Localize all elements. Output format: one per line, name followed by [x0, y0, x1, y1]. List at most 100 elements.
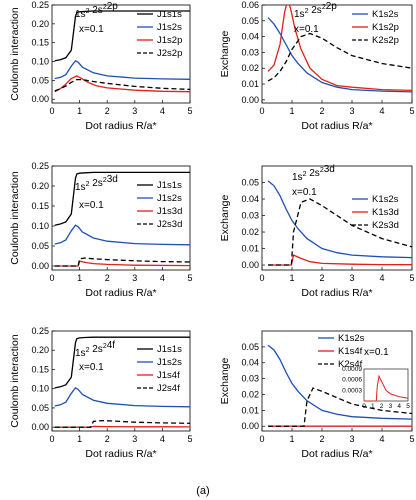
- series-line-K2s3d: [268, 198, 412, 266]
- y-tick-label: 0.05: [31, 75, 49, 85]
- y-tick-label: 0.04: [241, 194, 259, 204]
- x-tick-label: 5: [409, 434, 414, 444]
- y-tick-label: 0.00: [241, 95, 259, 105]
- x-tick-label: 3: [349, 434, 354, 444]
- inset-x-tick-label: 3: [389, 403, 393, 410]
- figure-label: (a): [196, 485, 209, 497]
- y-tick-label: 0.00: [31, 94, 49, 104]
- y-axis-label: Exchange: [219, 194, 231, 241]
- plot-frame: [261, 4, 413, 104]
- legend-label: J1s4f: [157, 370, 180, 381]
- y-tick-label: 0.00: [241, 260, 259, 270]
- x-tick-label: 0: [259, 434, 264, 444]
- y-axis-label: Coulomb interaction: [9, 171, 21, 265]
- y-tick-label: 0.10: [31, 384, 49, 394]
- y-tick-label: 0.15: [31, 38, 49, 48]
- x-tick-label: 5: [409, 106, 414, 116]
- legend-label: J1s1s: [157, 344, 182, 355]
- legend-label: J2s4f: [157, 383, 180, 394]
- series-line-J1s3d: [54, 260, 190, 267]
- x-axis-label: Dot radius R/a*: [85, 448, 156, 460]
- y-tick-label: 0.03: [241, 374, 259, 384]
- x-tick-label: 5: [187, 434, 192, 444]
- legend-label: K1s2p: [372, 22, 399, 33]
- annotation: 1s2 2s22p: [75, 1, 118, 20]
- inset-y-tick-label: 0.0003: [342, 387, 362, 394]
- y-tick-label: 0.02: [241, 63, 259, 73]
- x-tick-label: 2: [105, 106, 110, 116]
- series-line-K1s3d: [268, 254, 412, 266]
- y-tick-label: 0.01: [241, 244, 259, 254]
- annotation: x=0.1: [364, 347, 389, 358]
- legend-label: K2s4f: [338, 359, 363, 370]
- x-tick-label: 5: [187, 106, 192, 116]
- y-tick-label: 0.03: [241, 211, 259, 221]
- x-tick-label: 3: [132, 273, 137, 283]
- legend-label: J2s3d: [157, 219, 182, 230]
- x-tick-label: 1: [289, 273, 294, 283]
- legend-label: J1s1s: [157, 9, 182, 20]
- legend-label: J1s2s: [157, 22, 182, 33]
- panel-coulomb-4f: 0 1 2 3 4 5 0.00 0.05 0.10 0.15 0.20 0.25 Dot radius…: [9, 326, 193, 460]
- y-axis-label: Coulomb interaction: [9, 7, 21, 101]
- series-line-K1s2p: [267, 5, 412, 92]
- y-tick-label: 0.00: [31, 422, 49, 432]
- inset-series-line-K1s4f: [364, 374, 409, 402]
- y-axis-label: Exchange: [219, 30, 231, 77]
- plot-frame: [51, 330, 191, 432]
- legend-label: K2s2p: [372, 35, 399, 46]
- legend-label: K1s2s: [338, 333, 365, 344]
- inset-x-tick-label: 5: [406, 403, 410, 410]
- x-axis-label: Dot radius R/a*: [85, 287, 156, 299]
- y-tick-label: 0.03: [241, 47, 259, 57]
- y-tick-label: 0.25: [31, 161, 49, 171]
- annotation: 1s2 2s23d: [75, 174, 118, 193]
- annotation: x=0.1: [79, 24, 104, 35]
- panel-coulomb-2p: 0 1 2 3 4 5 0.00 0.05 0.10 0.15 0.20 0.25 Dot radius…: [9, 0, 193, 132]
- y-tick-label: 0.20: [31, 345, 49, 355]
- y-tick-label: 0.01: [241, 405, 259, 415]
- series-line-J1s2s: [54, 387, 190, 408]
- y-tick-label: 0.05: [241, 16, 259, 26]
- x-tick-label: 0: [49, 434, 54, 444]
- y-tick-label: 0.05: [241, 178, 259, 188]
- legend-label: K1s2s: [372, 194, 399, 205]
- x-axis-label: Dot radius R/a*: [85, 120, 156, 132]
- y-tick-label: 0.15: [31, 364, 49, 374]
- y-tick-label: 0.05: [31, 241, 49, 251]
- y-tick-label: 0.25: [31, 326, 49, 336]
- x-tick-label: 5: [187, 273, 192, 283]
- y-tick-label: 0.04: [241, 358, 259, 368]
- series-line-K1s2s: [267, 180, 412, 259]
- y-tick-label: 0.06: [241, 0, 259, 10]
- y-tick-label: 0.20: [31, 181, 49, 191]
- x-tick-label: 0: [259, 106, 264, 116]
- series-line-K2s4f: [268, 387, 412, 427]
- panel-coulomb-3d: 0 1 2 3 4 5 0.00 0.05 0.10 0.15 0.20 0.25 Dot radius…: [9, 161, 193, 299]
- plot-frame: [261, 330, 413, 432]
- series-line-K1s2s: [267, 17, 412, 93]
- inset-x-tick-label: 4: [397, 403, 401, 410]
- annotation: x=0.1: [79, 362, 104, 373]
- x-tick-label: 4: [160, 434, 165, 444]
- y-tick-label: 0.05: [241, 342, 259, 352]
- series-line-J2s2p: [54, 78, 190, 92]
- legend-label: J1s2s: [157, 193, 182, 204]
- annotation: x=0.1: [79, 200, 104, 211]
- inset-plot: 0.0003 0.0006 0.0009 0 1 2 3 4 5: [342, 366, 410, 410]
- plot-frame: [51, 165, 191, 271]
- series-line-J1s1s: [54, 336, 190, 389]
- x-axis-label: Dot radius R/a*: [301, 287, 372, 299]
- series-line-J1s2s: [54, 59, 190, 80]
- x-tick-label: 4: [379, 273, 384, 283]
- x-tick-label: 1: [289, 106, 294, 116]
- legend-label: J1s2s: [157, 357, 182, 368]
- x-tick-label: 2: [319, 434, 324, 444]
- series-line-J1s2s: [54, 224, 190, 246]
- legend-label: K1s2s: [372, 9, 399, 20]
- series-line-J2s4f: [54, 419, 190, 428]
- annotation: 1s2 2s22p: [294, 1, 337, 20]
- y-tick-label: 0.05: [31, 403, 49, 413]
